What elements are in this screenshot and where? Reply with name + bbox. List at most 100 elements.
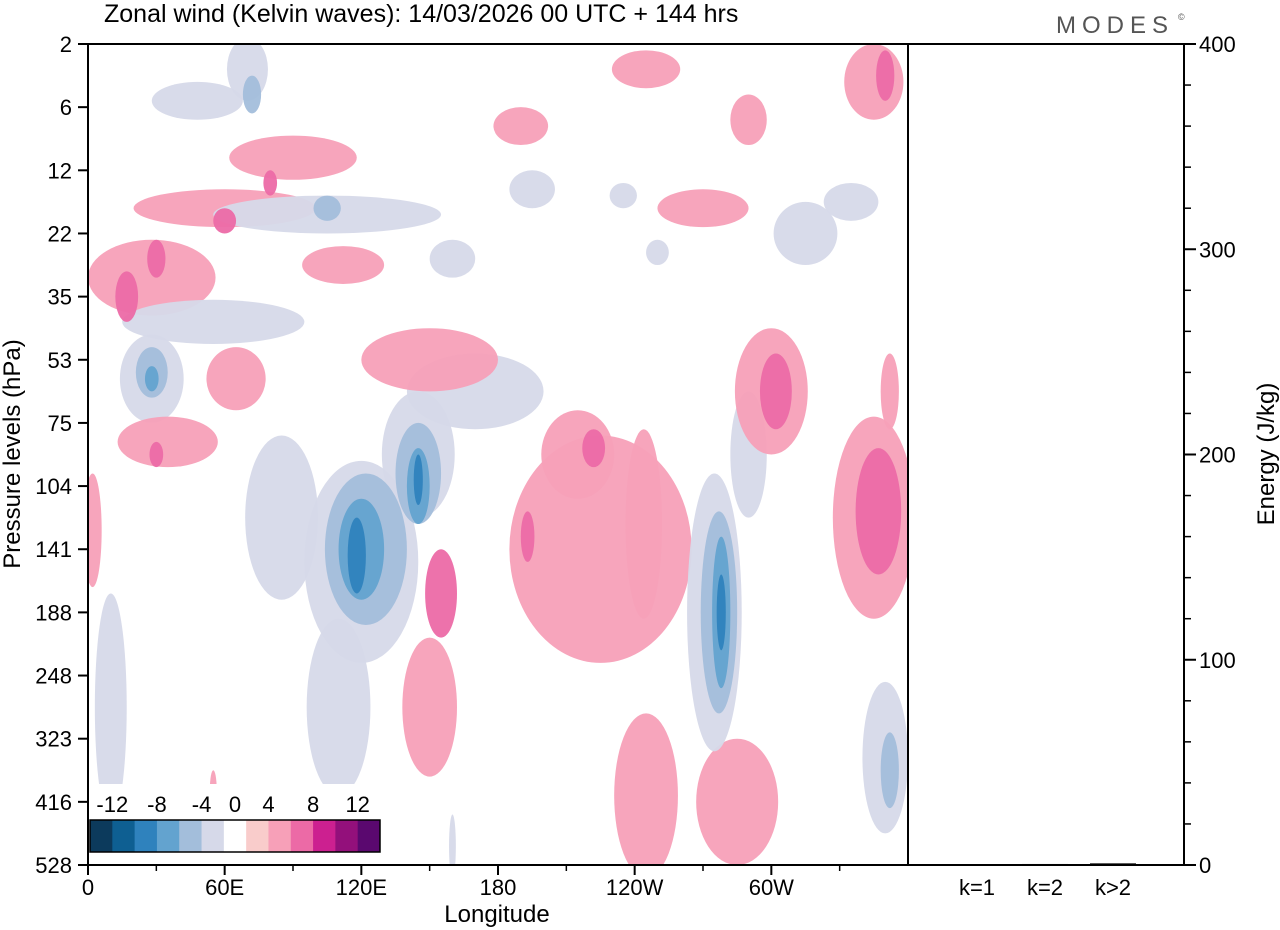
y-tick-label: 141	[35, 537, 72, 562]
wind-anomaly-region	[759, 353, 792, 430]
colorbar-swatch	[134, 820, 158, 852]
wind-anomaly-region	[449, 814, 456, 865]
wind-anomaly-region	[361, 328, 498, 392]
y-tick-label: 323	[35, 727, 72, 752]
wind-anomaly-region	[880, 732, 899, 809]
colorbar-label: 4	[262, 792, 274, 817]
wind-anomaly-region	[242, 75, 262, 114]
chart-title: Zonal wind (Kelvin waves): 14/03/2026 00…	[104, 0, 738, 28]
y-axis: 2 6 12 22 35 53 75 104 141 188 248 323 416 528	[35, 32, 88, 878]
wind-anomaly-region	[625, 429, 662, 619]
colorbar-swatch	[156, 820, 180, 852]
wind-anomaly-region	[88, 473, 102, 588]
wind-anomaly-region	[122, 299, 305, 344]
wind-anomaly-region	[245, 435, 319, 600]
wind-anomaly-region	[115, 271, 139, 322]
colorbar-swatch	[357, 820, 381, 852]
x-tick-label: 120W	[606, 875, 664, 900]
wind-anomaly-region	[425, 549, 457, 638]
wind-anomaly-region	[302, 246, 385, 284]
energy-tick-label: 200	[1199, 443, 1236, 468]
colorbar-label: -4	[192, 792, 212, 817]
wind-anomaly-region	[149, 441, 164, 468]
wind-anomaly-region	[347, 517, 366, 594]
wind-anomaly-region	[696, 738, 779, 865]
energy-category-label: k=1	[959, 875, 995, 900]
wind-anomaly-region	[429, 239, 476, 278]
wind-anomaly-region	[94, 593, 127, 821]
y-tick-label: 6	[60, 95, 72, 120]
wind-anomaly-region	[823, 182, 879, 221]
energy-category-label: k=2	[1027, 875, 1063, 900]
energy-tick-label: 100	[1199, 648, 1236, 673]
colorbar-swatch	[313, 820, 336, 852]
wind-anomaly-region	[582, 429, 606, 468]
wind-anomaly-region	[614, 713, 678, 865]
x-tick-label: 0	[82, 875, 94, 900]
wind-anomaly-region	[520, 511, 535, 562]
wind-anomaly-region	[730, 94, 767, 146]
y-tick-label: 528	[35, 853, 72, 878]
modes-logo: MODES	[1056, 12, 1174, 39]
energy-tick-label: 0	[1199, 853, 1211, 878]
energy-plot: 0 100 200 300 400 k=1 k=2 k>2 Energy (J/kg)	[907, 32, 1280, 900]
wind-anomaly-region	[213, 208, 237, 234]
colorbar-swatch	[90, 820, 113, 852]
colorbar-label: 0	[229, 792, 241, 817]
colorbar-label: -8	[147, 792, 167, 817]
wind-anomaly-region	[413, 454, 423, 506]
wind-anomaly-region	[402, 637, 457, 777]
wind-anomaly-region	[206, 347, 266, 411]
y-axis-label: Pressure levels (hPa)	[0, 339, 26, 568]
wind-anomaly-region	[147, 239, 166, 278]
wind-anomaly-region	[151, 81, 243, 120]
x-tick-label: 180	[480, 875, 517, 900]
colorbar-label: 12	[345, 792, 369, 817]
wind-anomaly-region	[855, 448, 902, 575]
colorbar-label: -12	[96, 792, 128, 817]
colorbar-frame	[89, 819, 381, 853]
wind-anomaly-region	[716, 574, 726, 651]
wind-anomaly-region	[657, 189, 749, 228]
colorbar-swatch	[335, 820, 359, 852]
heatmap-field	[88, 44, 908, 865]
wind-anomaly-region	[117, 416, 218, 468]
wind-anomaly-region	[844, 44, 904, 120]
wind-anomaly-region	[880, 353, 899, 430]
colorbar-swatch	[201, 820, 225, 852]
colorbar-label: 8	[307, 792, 319, 817]
colorbar-swatch	[179, 820, 203, 852]
colorbar-swatch	[112, 820, 136, 852]
wind-anomaly-region	[493, 107, 549, 146]
y-tick-label: 104	[35, 474, 72, 499]
wind-anomaly-region	[509, 170, 555, 209]
x-axis: 0 60E 120E 180 120W 60W	[82, 865, 841, 900]
y-tick-label: 35	[48, 285, 72, 310]
y-tick-label: 416	[35, 790, 72, 815]
wind-anomaly-region	[609, 182, 637, 209]
wind-anomaly-region	[876, 50, 895, 101]
modes-logo-text: MODES	[1056, 12, 1174, 39]
y-tick-label: 188	[35, 600, 72, 625]
energy-axis-label: Energy (J/kg)	[1253, 383, 1280, 526]
colorbar-swatch	[290, 820, 314, 852]
heatmap-contours	[88, 44, 908, 865]
x-axis-label: Longitude	[444, 901, 549, 928]
modes-logo-mark: ©	[1178, 12, 1185, 22]
energy-category-label: k>2	[1095, 875, 1131, 900]
y-tick-label: 2	[60, 32, 72, 57]
wind-anomaly-region	[646, 239, 669, 266]
energy-bar	[954, 864, 1000, 865]
x-tick-label: 60E	[205, 875, 244, 900]
energy-tick-label: 400	[1199, 32, 1236, 57]
energy-bars: k=1 k=2 k>2	[954, 863, 1136, 900]
y-tick-label: 22	[48, 221, 72, 246]
wind-anomaly-region	[229, 135, 357, 180]
energy-axis: 0 100 200 300 400	[1184, 32, 1236, 878]
colorbar-swatch	[223, 820, 247, 852]
wind-anomaly-region	[144, 366, 159, 392]
wind-anomaly-region	[773, 201, 838, 266]
wind-anomaly-region	[263, 170, 278, 196]
y-tick-label: 75	[48, 411, 72, 436]
